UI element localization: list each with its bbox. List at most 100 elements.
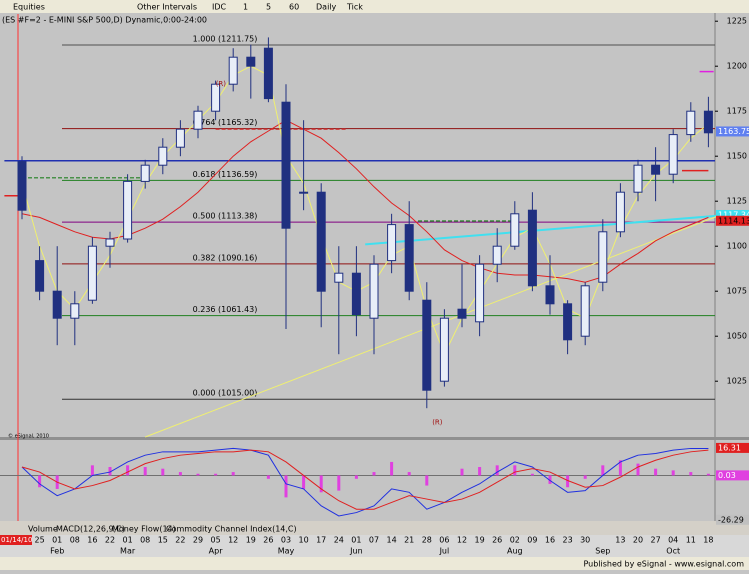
panel-divider [0,437,749,440]
toolbar-item[interactable]: Tick [346,3,363,12]
y-tick-label: 1075 [727,287,747,296]
toolbar-item[interactable]: 5 [266,3,271,12]
month-label: Sep [595,547,610,556]
x-tick-label: 09 [527,536,537,545]
candle-body [545,285,555,305]
candle-body [422,299,432,391]
x-tick-label: 17 [316,536,326,545]
candle-body [123,180,133,240]
x-tick-label: 16 [545,536,555,545]
x-tick-label: 28 [422,536,432,545]
candle-body [651,164,661,175]
candle-body [439,317,449,382]
x-tick-label: 12 [457,536,467,545]
x-tick-label: 08 [70,536,80,545]
x-tick-label: 06 [439,536,449,545]
x-tick-label: 15 [158,536,168,545]
toolbar-item[interactable]: Other Intervals [137,3,197,12]
candle-body [492,245,502,265]
chart-title: (ES #F=2 - E-MINI S&P 500,D) Dynamic,0:0… [2,16,207,25]
x-tick-label: 26 [492,536,502,545]
price-tag [716,126,749,137]
tab[interactable]: MACD(12,26,9,C) [56,525,125,534]
copyright: © eSignal, 2010 [8,433,49,440]
x-tick-label: 23 [563,536,573,545]
candle-body [299,191,309,194]
fib-label: 0.382 (1090.16) [193,253,258,262]
price-tag [716,215,749,226]
month-label: Jun [349,547,363,556]
trendline [365,214,720,246]
tab[interactable]: Volume [28,525,58,534]
x-tick-label: 10 [299,536,309,545]
candle-body [52,290,62,319]
month-label: Jul [439,547,450,556]
candle-body [281,101,291,229]
month-label: Feb [50,547,64,556]
toolbar-item[interactable]: IDC [212,3,227,12]
candle-body [686,110,696,136]
candle-body [211,83,221,112]
x-tick-label: 01 [351,536,361,545]
status-text: Published by eSignal - www.esignal.com [583,560,744,569]
candle-body [580,285,590,337]
candle-body [246,56,256,67]
price-tag [716,209,749,220]
candle-body [316,191,326,292]
candle-body [105,238,115,247]
tab[interactable]: Money Flow(14) [112,525,176,534]
fib-label: 0.764 (1165.32) [193,118,258,127]
x-tick-label: 22 [105,536,115,545]
toolbar [0,0,749,13]
x-tick-label: 12 [228,536,238,545]
y-tick-label: 1025 [727,377,747,386]
toolbar-item[interactable]: Daily [316,3,337,12]
y-tick-label: 1225 [727,17,747,26]
x-tick-label: 11 [686,536,696,545]
x-tick-label: 26 [263,536,273,545]
date-highlight [0,535,32,545]
toolbar-item[interactable]: 1 [243,3,248,12]
candle-body [598,231,608,283]
price-tag-label: 0.03 [718,471,736,480]
candle-body [351,272,361,316]
toolbar-items: Equities Other Intervals IDC 1 5 60 Dail… [13,3,363,12]
status-bar [0,557,749,570]
x-tick-label: 01/14/10 [1,536,32,544]
x-tick-label: 21 [404,536,414,545]
x-tick-label: 20 [633,536,643,545]
y-tick-label: 1100 [727,242,747,251]
plot-area [0,13,715,521]
x-tick-label: 08 [140,536,150,545]
y-tick-label: 1200 [727,62,747,71]
candle-body [404,224,414,292]
y-tick-label: 1125 [727,197,747,206]
toolbar-item[interactable]: 60 [289,3,299,12]
toolbar-item[interactable]: Equities [13,3,45,12]
x-tick-label: 05 [211,536,221,545]
candle-body [668,134,678,175]
x-tick-label: 02 [510,536,520,545]
candle-body [615,191,625,233]
macd-signal [21,449,709,510]
x-tick-label: 22 [175,536,185,545]
candle-body [70,303,80,319]
x-tick-label: 14 [387,536,397,545]
moving-average [21,65,709,356]
tab[interactable]: Commodity Channel Index(14,C) [166,525,297,534]
month-label: Mar [120,547,136,556]
x-tick-label: 25 [35,536,45,545]
x-tick-label: 27 [651,536,661,545]
annotation: (R) [432,419,443,427]
candle-body [457,308,467,319]
date-axis [0,535,749,557]
candle-body [228,56,238,85]
candle-body [263,47,273,100]
x-tick-label: 04 [668,536,678,545]
price-tag-label: -26.29 [718,515,744,524]
x-tick-label: 13 [615,536,625,545]
fib-label: 0.236 (1061.43) [193,305,258,314]
y-tick-label: 1050 [727,332,747,341]
candle-body [140,164,150,182]
